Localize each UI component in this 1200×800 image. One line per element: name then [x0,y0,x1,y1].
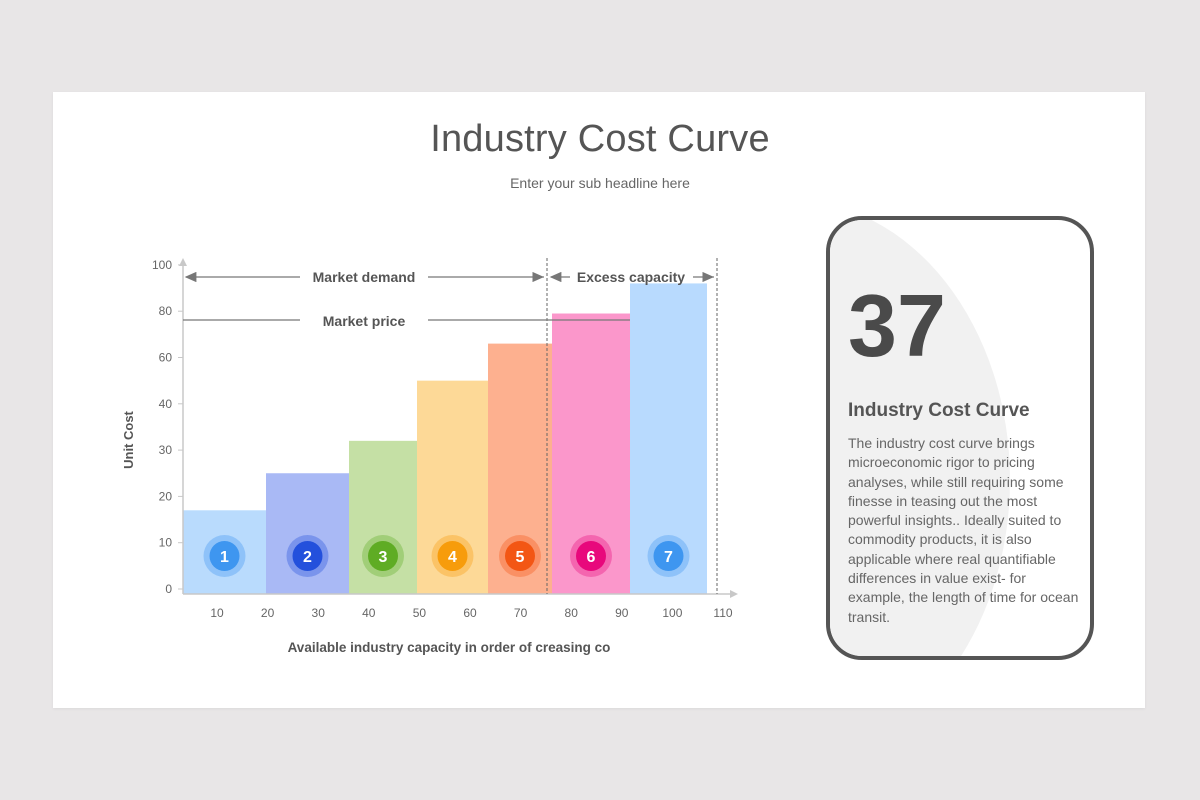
x-tick-label: 10 [210,606,224,620]
bar-badge-6: 6 [570,535,612,577]
y-ticks: 0 10 20 30 40 60 80 100 [152,258,183,596]
x-ticks: 10 20 30 40 50 60 70 80 90 100 110 [210,606,733,620]
x-tick-label: 20 [261,606,275,620]
card-number: 37 [848,276,946,375]
y-axis-arrow-icon [179,258,187,266]
page-subtitle: Enter your sub headline here [510,175,690,191]
x-tick-label: 40 [362,606,376,620]
x-tick-label: 110 [713,606,732,620]
x-tick-label: 50 [413,606,427,620]
market-price-label: Market price [323,313,406,329]
card-body: The industry cost curve brings microecon… [848,435,1079,625]
x-tick-label: 80 [565,606,579,620]
x-axis-label: Available industry capacity in order of … [288,640,611,655]
card-title: Industry Cost Curve [848,400,1030,421]
svg-text:4: 4 [448,549,457,566]
y-tick-label: 40 [159,397,173,411]
bar-badge-4: 4 [431,535,474,577]
y-axis-label: Unit Cost [121,410,136,468]
bars: 1 2 3 4 5 6 7 [183,283,707,594]
y-tick-label: 60 [159,351,173,365]
bar-badge-2: 2 [286,535,329,577]
svg-text:7: 7 [664,549,673,566]
x-tick-label: 60 [463,606,477,620]
bar-badge-3: 3 [362,535,404,577]
svg-text:3: 3 [379,549,388,566]
info-card: 37 Industry Cost Curve The industry cost… [826,216,1094,660]
page-title: Industry Cost Curve [430,118,770,160]
y-tick-label: 80 [159,304,173,318]
y-tick-label: 0 [165,582,172,596]
x-tick-label: 90 [615,606,629,620]
y-tick-label: 100 [152,258,172,272]
bar-badge-1: 1 [203,535,246,577]
svg-text:6: 6 [587,549,596,566]
y-tick-label: 30 [159,443,173,457]
bar-badge-5: 5 [499,535,541,577]
y-tick-label: 10 [159,536,173,550]
bar-badge-7: 7 [647,535,690,577]
excess-capacity-label: Excess capacity [577,269,685,285]
x-axis-arrow-icon [730,590,738,598]
market-demand-label: Market demand [313,269,416,285]
x-tick-label: 100 [662,606,682,620]
svg-text:2: 2 [303,549,312,566]
bar-2 [266,473,349,594]
x-tick-label: 30 [312,606,326,620]
svg-text:5: 5 [516,549,525,566]
x-tick-label: 70 [514,606,528,620]
y-tick-label: 20 [159,489,173,503]
svg-text:1: 1 [220,549,229,566]
